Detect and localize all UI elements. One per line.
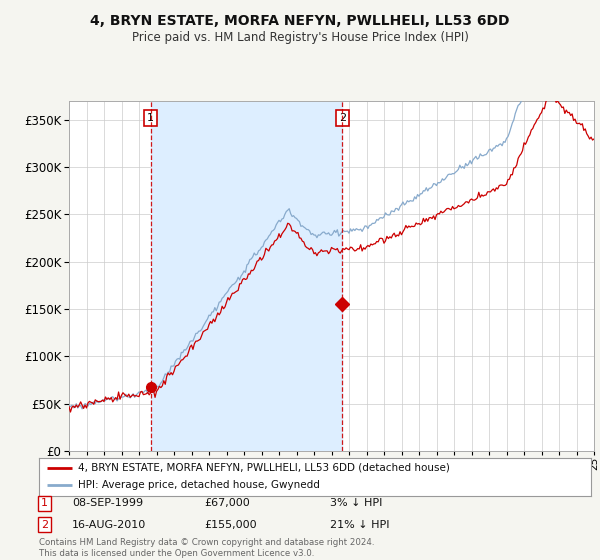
Text: Price paid vs. HM Land Registry's House Price Index (HPI): Price paid vs. HM Land Registry's House … bbox=[131, 31, 469, 44]
Text: £155,000: £155,000 bbox=[204, 520, 257, 530]
Text: 4, BRYN ESTATE, MORFA NEFYN, PWLLHELI, LL53 6DD (detached house): 4, BRYN ESTATE, MORFA NEFYN, PWLLHELI, L… bbox=[77, 463, 449, 473]
Text: £67,000: £67,000 bbox=[204, 498, 250, 508]
Text: 21% ↓ HPI: 21% ↓ HPI bbox=[330, 520, 389, 530]
Text: HPI: Average price, detached house, Gwynedd: HPI: Average price, detached house, Gwyn… bbox=[77, 480, 320, 491]
Text: 08-SEP-1999: 08-SEP-1999 bbox=[72, 498, 143, 508]
Text: Contains HM Land Registry data © Crown copyright and database right 2024.
This d: Contains HM Land Registry data © Crown c… bbox=[39, 538, 374, 558]
Text: 1: 1 bbox=[147, 113, 154, 123]
Text: 2: 2 bbox=[41, 520, 48, 530]
Text: 1: 1 bbox=[41, 498, 48, 508]
Text: 3% ↓ HPI: 3% ↓ HPI bbox=[330, 498, 382, 508]
Text: 4, BRYN ESTATE, MORFA NEFYN, PWLLHELI, LL53 6DD: 4, BRYN ESTATE, MORFA NEFYN, PWLLHELI, L… bbox=[90, 14, 510, 28]
Bar bbox=[151, 101, 343, 451]
Text: 2: 2 bbox=[339, 113, 346, 123]
Text: 16-AUG-2010: 16-AUG-2010 bbox=[72, 520, 146, 530]
